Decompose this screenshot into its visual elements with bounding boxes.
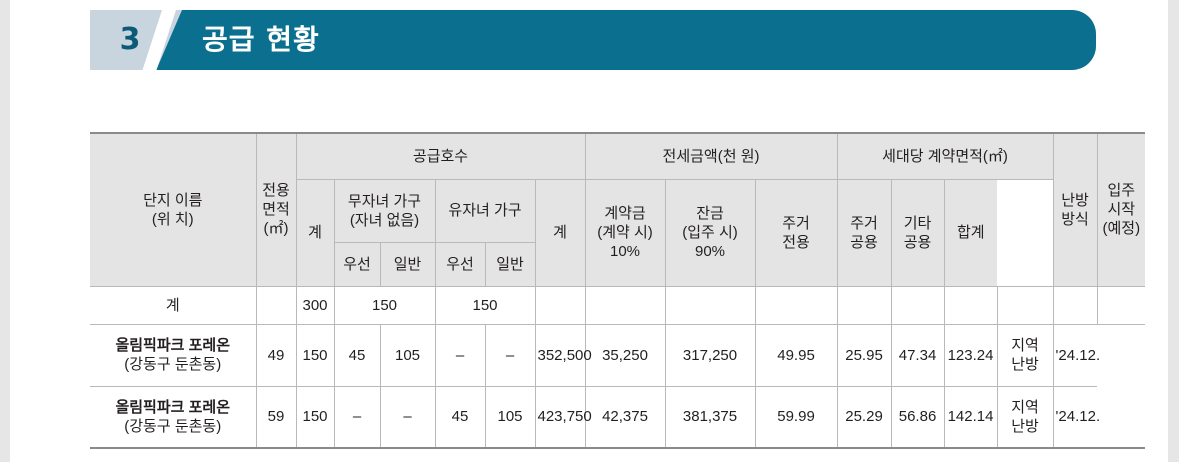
section-header-bar [90,10,1096,70]
area-sum-cell: 123.24 [943,323,998,387]
header-move-in: 입주 시작 (예정) [1096,132,1146,287]
header-complex-name: 단지 이름 (위 치) [90,132,257,287]
balance-cell: 381,375 [664,385,756,449]
child-priority-cell: – [434,323,486,387]
area-cell: 49 [255,323,297,387]
total-empty [1052,285,1098,325]
childless-general-cell: 105 [379,323,436,387]
common-res-cell: 25.29 [836,385,892,449]
header-heating: 난방 방식 [1052,132,1098,287]
total-empty [890,285,945,325]
header-childless-priority: 우선 [334,241,381,287]
other-common-cell: 47.34 [890,323,945,387]
table-row: 올림픽파크 포레온 (강동구 둔촌동) 49 150 45 105 – – 35… [90,323,1145,387]
document-page: 3 공급 현황 단지 이름 (위 치) [10,0,1168,462]
total-empty [996,285,1054,325]
total-empty [534,285,586,325]
complex-name: 올림픽파크 포레온 [115,337,231,354]
supply-status-table: 단지 이름 (위 치) 전용 면적 (㎡) 공급호수 전세금액(천 원) 세대당… [90,132,1146,449]
other-common-cell: 56.86 [890,385,945,449]
total-area [255,285,297,325]
childless-priority-cell: – [333,385,381,449]
units-total-cell: 150 [295,385,335,449]
childless-general-cell: – [379,385,436,449]
child-general-cell: 105 [484,385,536,449]
heating-cell: 지역 난방 [996,385,1054,449]
balance-cell: 317,250 [664,323,756,387]
section-header: 3 공급 현황 [90,10,1096,70]
table-row: 올림픽파크 포레온 (강동구 둔촌동) 59 150 – – 45 105 42… [90,385,1145,449]
child-priority-cell: 45 [434,385,486,449]
header-with-child: 유자녀 가구 [434,178,536,243]
section-title: 공급 현황 [202,23,320,56]
complex-name-cell: 올림픽파크 포레온 (강동구 둔촌동) [90,385,257,449]
header-childless-general: 일반 [379,241,436,287]
units-total-cell: 150 [295,323,335,387]
total-childless: 150 [333,285,436,325]
complex-location: (강동구 둔촌동) [124,356,222,373]
total-units: 300 [295,285,335,325]
area-sum-cell: 142.14 [943,385,998,449]
total-empty [836,285,892,325]
complex-name: 올림픽파크 포레온 [115,398,231,416]
total-empty [754,285,838,325]
header-jeonse: 전세금액(천 원) [584,132,838,180]
area-cell: 59 [255,385,297,449]
total-empty [584,285,666,325]
heating-cell: 지역 난방 [996,323,1054,387]
complex-location: (강동구 둔촌동) [124,417,222,435]
header-contract-area: 세대당 계약면적(㎡) [836,132,1054,180]
header-area: 전용 면적 (㎡) [255,132,297,287]
header-balance: 잔금 (입주 시) 90% [664,178,756,287]
jeonse-total-cell: 423,750 [534,385,592,449]
child-general-cell: – [484,323,536,387]
complex-name-cell: 올림픽파크 포레온 (강동구 둔촌동) [90,323,257,387]
header-jeonse-total: 계 [534,178,586,287]
total-empty [943,285,998,325]
header-area-sum: 합계 [943,178,998,287]
deposit-cell: 42,375 [584,385,666,449]
header-common-res: 주거 공용 [836,178,892,287]
total-with-child: 150 [434,285,536,325]
header-units-total: 계 [296,178,335,287]
table-row-total: 계 300 150 150 [90,285,1146,325]
header-child-priority: 우선 [434,241,486,287]
total-empty [1096,285,1146,325]
header-child-general: 일반 [484,241,535,287]
total-empty [664,285,756,325]
header-childless: 무자녀 가구 (자녀 없음) [333,178,436,243]
deposit-cell: 35,250 [584,323,666,387]
common-res-cell: 25.95 [836,323,892,387]
header-supply-units: 공급호수 [295,132,586,180]
section-number: 3 [119,22,141,57]
move-in-cell: '24.12. [1052,323,1100,387]
private-res-cell: 59.99 [754,385,838,449]
header-private-res: 주거 전용 [754,178,838,287]
move-in-cell: '24.12. [1052,385,1100,449]
childless-priority-cell: 45 [333,323,381,387]
header-deposit: 계약금 (계약 시) 10% [584,178,666,287]
jeonse-total-cell: 352,500 [534,323,592,387]
header-other-common: 기타 공용 [890,178,945,287]
total-label: 계 [90,285,257,325]
private-res-cell: 49.95 [754,323,838,387]
